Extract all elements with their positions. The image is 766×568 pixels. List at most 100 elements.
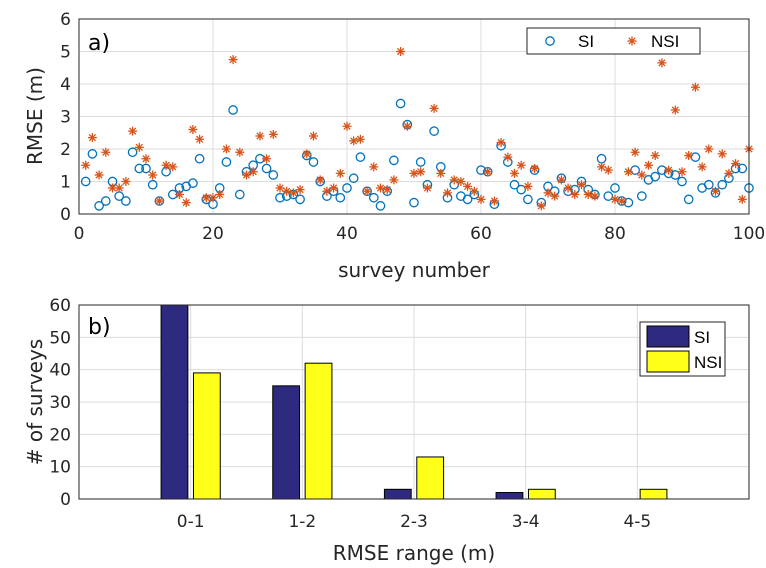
nsi-point (483, 167, 493, 177)
nsi-point (510, 168, 519, 178)
nsi-point (262, 154, 272, 164)
nsi-point (402, 121, 412, 131)
nsi-point (355, 134, 365, 144)
legend-si-marker (545, 36, 555, 46)
x-tick-label: 100 (733, 224, 765, 244)
nsi-point (134, 142, 144, 152)
panel-b-axes-box (78, 304, 750, 500)
nsi-point (268, 129, 278, 139)
si-point (429, 126, 439, 136)
nsi-bar (304, 362, 333, 500)
panel-b-bars (160, 304, 668, 500)
panel-a-points (80, 47, 754, 211)
nsi-point (288, 188, 298, 198)
si-point (194, 153, 205, 164)
nsi-point (369, 162, 379, 172)
y-tick-label: 3 (60, 108, 71, 128)
nsi-point (154, 196, 164, 206)
x-tick-label: 4-5 (623, 512, 651, 532)
nsi-point (556, 175, 566, 185)
y-tick-label: 40 (49, 361, 71, 381)
si-point (650, 171, 661, 182)
nsi-point (637, 170, 647, 180)
si-point (636, 191, 647, 201)
legend-nsi-star (627, 36, 637, 46)
nsi-point (221, 144, 231, 154)
y-tick-label: 0 (60, 490, 71, 510)
si-point (134, 163, 145, 174)
si-bar (383, 488, 412, 500)
y-tick-label: 6 (60, 10, 71, 30)
y-tick-label: 10 (49, 458, 71, 478)
y-tick-label: 4 (60, 75, 71, 95)
nsi-bar (416, 456, 445, 500)
nsi-point (362, 186, 372, 196)
nsi-point (342, 121, 352, 131)
y-tick-label: 50 (49, 328, 71, 348)
nsi-point (590, 191, 600, 201)
panel-a-legend-box (526, 27, 701, 55)
panel-a-xlabel: survey number (338, 258, 490, 282)
panel-a-label: a) (88, 31, 110, 56)
si-point (355, 152, 366, 162)
nsi-point (469, 186, 479, 196)
nsi-point (630, 147, 640, 157)
nsi-point (436, 168, 446, 178)
nsi-point (329, 183, 339, 193)
nsi-point (195, 134, 205, 144)
si-point (228, 105, 238, 115)
si-point (737, 163, 748, 174)
nsi-point (335, 168, 345, 178)
nsi-point (684, 151, 694, 160)
nsi-point (650, 151, 660, 160)
nsi-point (516, 160, 526, 170)
nsi-bar (527, 488, 556, 500)
nsi-point (94, 170, 104, 180)
nsi-point (121, 177, 131, 186)
x-tick-label: 3-4 (512, 512, 540, 532)
si-point (100, 196, 111, 206)
si-point (147, 179, 158, 190)
nsi-point (476, 194, 486, 204)
si-point (94, 201, 104, 211)
nsi-point (396, 47, 406, 56)
si-point (509, 179, 520, 190)
panel-b-legend: SI NSI (639, 321, 726, 377)
nsi-point (87, 133, 97, 143)
panel-b-ticks: 0 10 20 30 40 50 60 0-1 1-2 2-3 3-4 4-5 (49, 296, 651, 532)
nsi-point (664, 165, 674, 175)
legend-nsi-label: NSI (651, 32, 679, 51)
nsi-point (697, 162, 707, 172)
si-point (80, 176, 91, 187)
nsi-point (81, 160, 91, 170)
legend-si-swatch (646, 325, 690, 348)
si-point (121, 196, 131, 206)
nsi-point (456, 177, 466, 186)
legend-si-bar-label: SI (694, 328, 710, 347)
nsi-point (235, 147, 245, 157)
si-point (683, 194, 694, 205)
nsi-point (657, 58, 667, 68)
nsi-point (711, 186, 720, 196)
nsi-point (489, 196, 499, 206)
nsi-point (416, 167, 426, 177)
nsi-point (382, 185, 392, 195)
nsi-point (610, 194, 620, 204)
si-point (127, 147, 138, 158)
nsi-point (141, 154, 151, 164)
si-point (415, 157, 426, 167)
nsi-point (168, 162, 178, 172)
nsi-point (623, 167, 633, 177)
nsi-point (449, 175, 459, 185)
y-tick-label: 1 (60, 173, 71, 193)
nsi-point (463, 181, 473, 191)
nsi-point (570, 190, 580, 199)
x-tick-label: 60 (470, 224, 492, 244)
nsi-point (148, 170, 158, 180)
x-tick-label: 0-1 (177, 512, 205, 532)
x-tick-label: 1-2 (288, 512, 316, 532)
x-tick-label: 20 (202, 224, 224, 244)
